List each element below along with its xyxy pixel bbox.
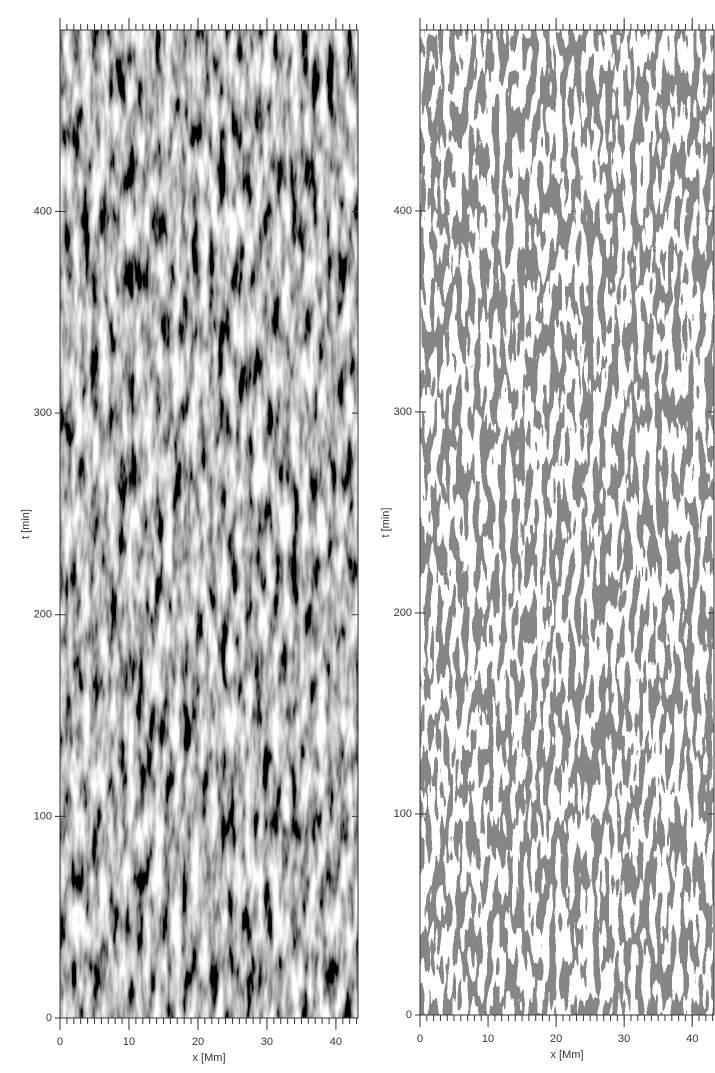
y-tick-label: 300 [394,406,412,418]
x-tick-label: 10 [482,1033,494,1045]
y-tick-label: 0 [406,1009,412,1021]
image-field [420,30,714,1015]
x-tick-label: 30 [261,1036,273,1048]
x-axis-label: x [Mm] [193,1052,226,1064]
x-tick-label: 20 [192,1036,204,1048]
y-tick-label: 200 [34,609,52,621]
x-tick-label: 10 [123,1036,135,1048]
y-tick-label: 0 [46,1012,52,1024]
x-tick-label: 20 [550,1033,562,1045]
y-tick-label: 300 [34,407,52,419]
x-tick-label: 40 [686,1033,698,1045]
x-tick-label: 30 [618,1033,630,1045]
y-tick-label: 400 [34,205,52,217]
x-tick-label: 40 [330,1036,342,1048]
x-tick-label: 0 [57,1036,63,1048]
plot-frame [419,29,715,1016]
plot-frame [59,29,359,1019]
y-tick-label: 200 [394,607,412,619]
x-tick-label: 0 [417,1033,423,1045]
y-axis-label: t [min] [20,509,32,539]
x-axis-label: x [Mm] [551,1049,584,1061]
y-tick-label: 100 [394,808,412,820]
y-tick-label: 400 [394,205,412,217]
image-field [60,30,358,1018]
y-axis-label: t [min] [380,508,392,538]
y-tick-label: 100 [34,810,52,822]
